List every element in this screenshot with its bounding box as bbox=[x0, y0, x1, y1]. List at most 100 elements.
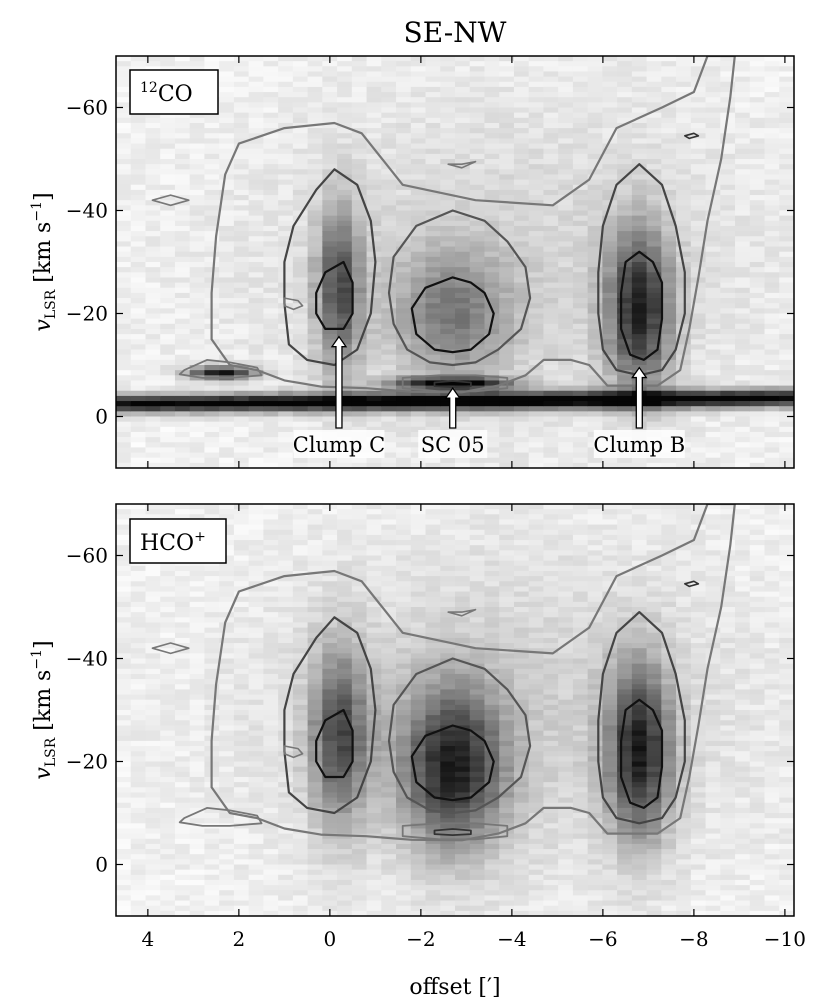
heatmap-cell bbox=[174, 365, 191, 371]
heatmap-cell bbox=[587, 323, 603, 330]
heatmap-cell bbox=[602, 416, 618, 423]
heatmap-cell bbox=[484, 148, 500, 155]
heatmap-cell bbox=[263, 581, 279, 587]
heatmap-cell bbox=[292, 61, 309, 67]
heatmap-cell bbox=[307, 174, 323, 181]
heatmap-cell bbox=[116, 133, 132, 139]
heatmap-cell bbox=[764, 267, 780, 273]
heatmap-cell bbox=[204, 699, 220, 706]
heatmap-cell bbox=[381, 153, 397, 160]
heatmap-cell bbox=[322, 128, 338, 134]
heatmap-cell bbox=[116, 401, 132, 407]
heatmap-cell bbox=[130, 895, 147, 902]
heatmap-cell bbox=[469, 416, 486, 423]
heatmap-cell bbox=[410, 251, 427, 258]
heatmap-cell bbox=[130, 401, 147, 407]
heatmap-cell bbox=[233, 385, 250, 392]
heatmap-cell bbox=[145, 148, 161, 155]
heatmap-cell bbox=[484, 81, 500, 88]
heatmap-cell bbox=[351, 241, 368, 248]
heatmap-cell bbox=[735, 442, 751, 448]
heatmap-cell bbox=[248, 298, 264, 304]
heatmap-cell bbox=[174, 313, 191, 320]
heatmap-cell bbox=[779, 292, 794, 299]
heatmap-cell bbox=[469, 56, 486, 62]
heatmap-cell bbox=[455, 236, 471, 242]
heatmap-cell bbox=[617, 401, 633, 407]
heatmap-cell bbox=[587, 195, 603, 201]
heatmap-cell bbox=[278, 730, 294, 737]
heatmap-cell bbox=[484, 395, 500, 402]
heatmap-cell bbox=[160, 756, 176, 763]
heatmap-cell bbox=[543, 354, 559, 361]
heatmap-cell bbox=[720, 92, 736, 98]
heatmap-cell bbox=[617, 61, 633, 67]
heatmap-cell bbox=[484, 323, 500, 330]
heatmap-cell bbox=[219, 684, 235, 690]
heatmap-cell bbox=[676, 231, 692, 237]
heatmap-cell bbox=[690, 416, 707, 423]
heatmap-cell bbox=[646, 220, 662, 227]
heatmap-cell bbox=[440, 128, 456, 134]
heatmap-cell bbox=[116, 272, 132, 279]
heatmap-cell bbox=[263, 838, 279, 845]
heatmap-cell bbox=[646, 375, 662, 382]
heatmap-cell bbox=[263, 395, 279, 402]
heatmap-cell bbox=[233, 164, 250, 170]
heatmap-cell bbox=[764, 365, 780, 371]
heatmap-cell bbox=[528, 215, 545, 222]
heatmap-cell bbox=[558, 308, 574, 315]
heatmap-cell bbox=[337, 555, 353, 562]
heatmap-cell bbox=[705, 308, 721, 315]
heatmap-cell bbox=[440, 457, 456, 464]
heatmap-cell bbox=[528, 390, 545, 397]
heatmap-cell bbox=[233, 184, 250, 191]
heatmap-cell bbox=[425, 56, 441, 62]
heatmap-cell bbox=[116, 426, 132, 433]
heatmap-cell bbox=[307, 267, 323, 273]
heatmap-cell bbox=[219, 529, 235, 536]
heatmap-cell bbox=[705, 457, 721, 464]
heatmap-cell bbox=[322, 457, 338, 464]
heatmap-cell bbox=[543, 200, 559, 206]
heatmap-cell bbox=[174, 303, 191, 309]
heatmap-cell bbox=[233, 735, 250, 742]
heatmap-cell bbox=[337, 715, 353, 721]
heatmap-cell bbox=[116, 246, 132, 253]
heatmap-cell bbox=[661, 421, 677, 428]
heatmap-cell bbox=[130, 576, 147, 582]
heatmap-cell bbox=[145, 241, 161, 248]
heatmap-cell bbox=[116, 56, 132, 62]
heatmap-cell bbox=[749, 71, 766, 78]
heatmap-cell bbox=[219, 462, 235, 468]
heatmap-cell bbox=[337, 540, 353, 546]
heatmap-cell bbox=[292, 560, 309, 567]
heatmap-cell bbox=[263, 354, 279, 361]
heatmap-cell bbox=[145, 859, 161, 866]
heatmap-cell bbox=[720, 143, 736, 150]
heatmap-cell bbox=[528, 179, 545, 186]
heatmap-cell bbox=[528, 200, 545, 206]
heatmap-cell bbox=[116, 730, 132, 737]
heatmap-cell bbox=[233, 205, 250, 212]
heatmap-cell bbox=[322, 107, 338, 114]
heatmap-cell bbox=[631, 200, 648, 206]
heatmap-cell bbox=[676, 153, 692, 160]
heatmap-cell bbox=[116, 220, 132, 227]
heatmap-cell bbox=[130, 349, 147, 356]
heatmap-cell bbox=[322, 133, 338, 139]
heatmap-cell bbox=[558, 303, 574, 309]
heatmap-cell bbox=[130, 390, 147, 397]
heatmap-cell bbox=[307, 169, 323, 176]
heatmap-cell bbox=[705, 339, 721, 345]
heatmap-cell bbox=[661, 86, 677, 93]
heatmap-cell bbox=[219, 560, 235, 567]
heatmap-cell bbox=[278, 200, 294, 206]
contour-clumpC-mid bbox=[283, 168, 377, 367]
heatmap-cell bbox=[705, 246, 721, 253]
heatmap-cell bbox=[130, 720, 147, 727]
heatmap-cell bbox=[160, 565, 176, 572]
heatmap-cell bbox=[779, 205, 794, 212]
heatmap-cell bbox=[735, 365, 751, 371]
heatmap-cell bbox=[661, 122, 677, 129]
